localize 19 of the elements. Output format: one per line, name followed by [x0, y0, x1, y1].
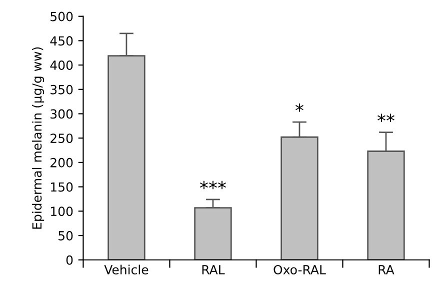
- annotation: *: [296, 103, 304, 112]
- y-tick-label: 300: [50, 109, 73, 119]
- x-tick-label: Vehicle: [104, 264, 148, 274]
- y-axis-title: Epidermal melanin (µg/g ww): [32, 47, 44, 229]
- y-tick-label: 500: [50, 12, 73, 22]
- y-tick-label: 150: [51, 182, 73, 192]
- y-tick-label: 50: [58, 230, 73, 240]
- y-tick-label: 100: [51, 206, 73, 216]
- x-tick-label: RA: [378, 265, 394, 274]
- y-tick-label: 0: [66, 255, 73, 265]
- y-tick-label: 350: [50, 84, 73, 94]
- x-tick-label: Oxo-RAL: [274, 264, 326, 274]
- y-tick-label: 200: [50, 158, 73, 168]
- annotation: **: [378, 114, 394, 122]
- y-tick-label: 450: [50, 36, 73, 46]
- y-tick-label: 250: [50, 134, 73, 144]
- x-tick-label: RAL: [202, 265, 225, 274]
- annotation: ***: [200, 180, 226, 190]
- y-tick-label: 400: [50, 60, 73, 70]
